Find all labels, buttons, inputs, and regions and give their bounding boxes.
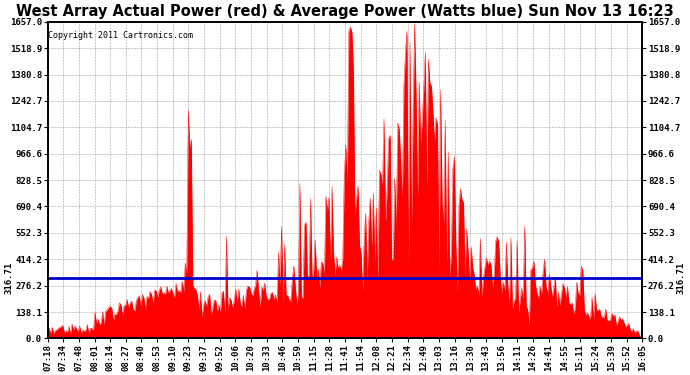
Text: 316.71: 316.71 bbox=[677, 262, 686, 294]
Text: 316.71: 316.71 bbox=[4, 262, 13, 294]
Text: Copyright 2011 Cartronics.com: Copyright 2011 Cartronics.com bbox=[48, 31, 193, 40]
Title: West Array Actual Power (red) & Average Power (Watts blue) Sun Nov 13 16:23: West Array Actual Power (red) & Average … bbox=[16, 4, 674, 19]
